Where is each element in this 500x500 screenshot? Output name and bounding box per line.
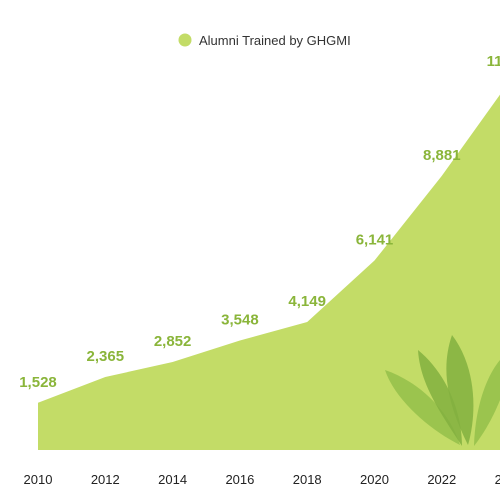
x-tick-label: 2014 bbox=[158, 472, 187, 487]
data-label: 4,149 bbox=[288, 293, 326, 310]
data-label: 1,528 bbox=[19, 374, 57, 391]
data-label: 6,141 bbox=[356, 232, 394, 249]
area-series-alumni-trained bbox=[38, 94, 500, 450]
leaf-center bbox=[446, 335, 474, 445]
x-axis-ticks: 2010 2012 2014 2016 2018 2020 2022 2024 bbox=[24, 472, 500, 487]
legend: Alumni Trained by GHGMI bbox=[178, 33, 351, 48]
x-tick-label: 2010 bbox=[24, 472, 53, 487]
data-label: 2,852 bbox=[154, 333, 192, 350]
x-tick-label: 2018 bbox=[293, 472, 322, 487]
data-label: 2,365 bbox=[87, 348, 125, 365]
legend-label: Alumni Trained by GHGMI bbox=[199, 33, 351, 48]
x-tick-label: 2022 bbox=[427, 472, 456, 487]
data-label: 8,881 bbox=[423, 147, 461, 164]
x-tick-label: 2024 bbox=[495, 472, 500, 487]
data-label: 11,928 bbox=[487, 53, 500, 70]
data-labels: 1,528 2,365 2,852 3,548 4,149 6,141 8,881 11,92… bbox=[19, 53, 500, 391]
plant-leaves-icon bbox=[385, 335, 500, 446]
leaf-left-inner bbox=[418, 350, 462, 446]
legend-swatch bbox=[178, 33, 192, 47]
data-label: 3,548 bbox=[221, 312, 259, 329]
x-tick-label: 2016 bbox=[225, 472, 254, 487]
leaf-right bbox=[474, 360, 500, 446]
leaf-left bbox=[385, 370, 460, 445]
x-tick-label: 2020 bbox=[360, 472, 389, 487]
x-tick-label: 2012 bbox=[91, 472, 120, 487]
